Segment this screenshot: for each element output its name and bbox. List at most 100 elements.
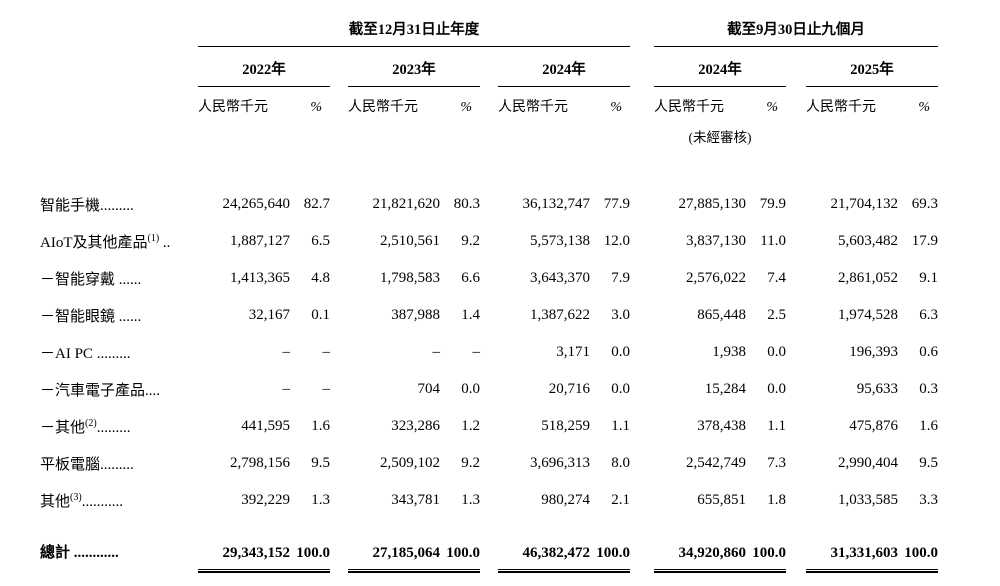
- cell-value: 36,132,747: [522, 196, 591, 212]
- cell-percent: 1.4: [461, 307, 480, 323]
- cell-percent: 0.0: [461, 381, 480, 397]
- row-label: AIoT及其他產品(1) ..: [40, 233, 171, 251]
- cell-percent: 1.3: [311, 492, 330, 508]
- column-gap: [330, 186, 348, 223]
- cell-value: 3,171: [556, 344, 590, 360]
- cell-value: 704: [417, 381, 441, 397]
- cell-value: 1,798,583: [380, 270, 440, 286]
- column-gap: [630, 408, 654, 445]
- group-header-row: 截至12月31日止年度 截至9月30日止九個月: [40, 14, 939, 47]
- row-label: －其他(2).........: [40, 418, 131, 436]
- column-gap: [480, 482, 498, 519]
- cell-percent: 1.8: [767, 492, 786, 508]
- cell-percent: 100.0: [440, 519, 480, 573]
- cell-value: –: [432, 344, 441, 360]
- cell-value: 518,259: [541, 418, 590, 434]
- cell-value: –: [282, 381, 291, 397]
- cell-value: 2,798,156: [230, 455, 290, 471]
- column-gap: [786, 334, 806, 371]
- table-row: 平板電腦......... 2,798,156 9.5 2,509,102 9.2 3,6…: [40, 445, 938, 482]
- cell-percent: 3.0: [611, 307, 630, 323]
- row-label: －智能眼鏡 ......: [40, 309, 142, 325]
- dot-leader: .........: [96, 420, 131, 436]
- cell-percent: 69.3: [911, 196, 939, 212]
- percent-label: %: [610, 100, 622, 115]
- table-row: －AI PC ......... – – – – 3,171 0.0 1,938 0.0 196,…: [40, 334, 938, 371]
- unit-label: 人民幣千元: [654, 100, 724, 115]
- column-gap: [480, 371, 498, 408]
- table-body: 智能手機......... 24,265,640 82.7 21,821,620 80.…: [40, 186, 939, 573]
- spacer-row: [40, 146, 938, 186]
- cell-value: 3,643,370: [530, 270, 590, 286]
- corner-cell: [40, 14, 198, 46]
- cell-percent: 0.1: [311, 307, 330, 323]
- year-header-2023: 2023年: [348, 46, 480, 87]
- row-label: 平板電腦.........: [40, 457, 134, 473]
- cell-percent: 0.0: [611, 344, 630, 360]
- column-gap: [330, 408, 348, 445]
- cell-value: 441,595: [241, 418, 290, 434]
- percent-label: %: [310, 100, 322, 115]
- dot-leader: ..: [159, 235, 171, 251]
- column-gap: [330, 519, 348, 569]
- cell-percent: 82.7: [303, 196, 330, 212]
- percent-label: %: [460, 100, 472, 115]
- column-gap: [786, 260, 806, 297]
- footnote-ref: (1): [147, 233, 160, 244]
- table-row: 其他(3)........... 392,229 1.3 343,781 1.3 980,…: [40, 482, 938, 519]
- cell-value: 3,837,130: [686, 233, 746, 249]
- cell-value: 1,387,622: [530, 307, 590, 323]
- cell-percent: 100.0: [898, 519, 939, 573]
- cell-percent: 12.0: [603, 233, 630, 249]
- unit-label: 人民幣千元: [348, 100, 418, 115]
- column-gap: [480, 408, 498, 445]
- column-gap: [480, 519, 498, 569]
- column-gap: [480, 186, 498, 223]
- row-label: 總計 ............: [40, 545, 119, 561]
- cell-percent: 8.0: [611, 455, 630, 471]
- year-header-row: 2022年 2023年 2024年 2024年 2025年: [40, 46, 939, 87]
- cell-value: 2,576,022: [686, 270, 746, 286]
- cell-percent: –: [322, 381, 331, 397]
- column-gap: [786, 223, 806, 260]
- prospectus-page: 截至12月31日止年度 截至9月30日止九個月 2022年 2023年 2024…: [40, 14, 939, 573]
- table-row: AIoT及其他產品(1) .. 1,887,127 6.5 2,510,561 9.2 5…: [40, 223, 938, 260]
- cell-percent: 4.8: [311, 270, 330, 286]
- cell-percent: 1.6: [311, 418, 330, 434]
- cell-percent: 9.5: [311, 455, 330, 471]
- cell-percent: 100.0: [590, 519, 630, 573]
- footnote-ref: (3): [70, 492, 82, 503]
- cell-value: –: [282, 344, 291, 360]
- table-row: －汽車電子產品.... – – 704 0.0 20,716 0.0 15,284 0.0 95,…: [40, 371, 938, 408]
- cell-value: 1,887,127: [230, 233, 290, 249]
- cell-percent: 1.1: [611, 418, 630, 434]
- unit-label: 人民幣千元: [806, 100, 876, 115]
- cell-percent: 9.2: [461, 455, 480, 471]
- column-gap: [480, 223, 498, 260]
- cell-percent: 7.9: [611, 270, 630, 286]
- cell-value: 1,033,585: [838, 492, 898, 508]
- cell-value: 655,851: [697, 492, 746, 508]
- cell-percent: 6.6: [461, 270, 480, 286]
- cell-value: 5,603,482: [838, 233, 898, 249]
- unaudited-note-row: (未經審核): [40, 118, 938, 146]
- cell-percent: 7.3: [767, 455, 786, 471]
- cell-value: 95,633: [856, 381, 898, 397]
- cell-value: 15,284: [704, 381, 746, 397]
- year-header-2022: 2022年: [198, 46, 330, 87]
- cell-percent: 9.2: [461, 233, 480, 249]
- percent-label: %: [918, 100, 931, 115]
- column-gap: [630, 223, 654, 260]
- cell-percent: 1.2: [461, 418, 480, 434]
- cell-value: 475,876: [849, 418, 898, 434]
- cell-value: 2,510,561: [380, 233, 440, 249]
- group-header-annual: 截至12月31日止年度: [198, 14, 630, 47]
- cell-percent: 0.0: [767, 381, 786, 397]
- cell-percent: 79.9: [759, 196, 786, 212]
- unit-label: 人民幣千元: [198, 100, 268, 115]
- percent-label: %: [766, 100, 778, 115]
- column-gap: [786, 408, 806, 445]
- cell-value: 1,413,365: [230, 270, 290, 286]
- cell-value: 1,974,528: [838, 307, 898, 323]
- column-gap: [786, 297, 806, 334]
